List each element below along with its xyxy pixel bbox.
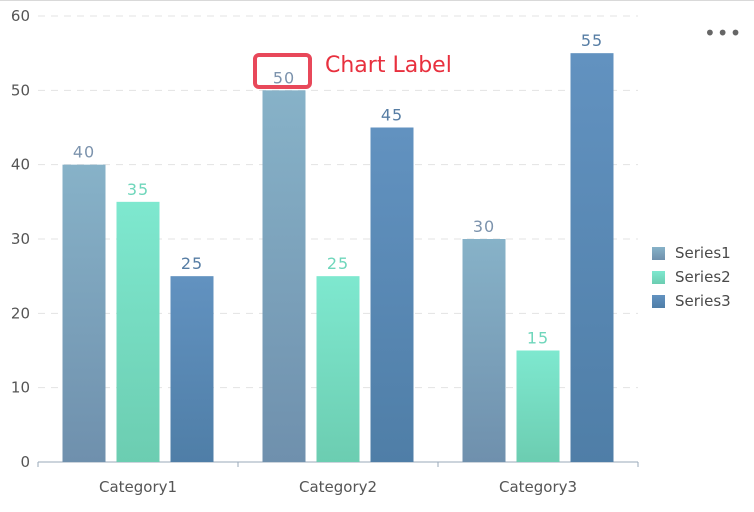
bar-series1-category3 [462, 239, 506, 462]
legend-swatch-series2 [652, 270, 665, 284]
y-tick-label: 60 [11, 7, 30, 25]
label-highlight-box [253, 53, 312, 89]
bar-series2-category1 [116, 201, 160, 463]
legend-item-series3[interactable]: Series3 [652, 289, 752, 313]
bar-series1-category1 [62, 164, 106, 462]
bar-series3-category3 [570, 53, 614, 463]
bar-series2-category3 [516, 350, 560, 462]
data-labels: 40 35 25 50 25 45 30 15 55 [73, 31, 603, 348]
data-label: 15 [527, 329, 549, 348]
data-label: 25 [181, 254, 203, 273]
axes: 0 10 20 30 40 50 60 Category1 Category2 Category3 [11, 7, 639, 496]
bar-series3-category2 [370, 127, 414, 462]
x-tick-label: Category3 [499, 478, 577, 496]
data-label: 45 [381, 106, 403, 125]
legend-item-series2[interactable]: Series2 [652, 265, 752, 289]
data-label: 55 [581, 31, 603, 50]
data-label: 30 [473, 217, 495, 236]
legend-label: Series2 [675, 268, 731, 286]
x-tick-label: Category1 [99, 478, 177, 496]
bar-series3-category1 [170, 276, 214, 462]
legend: Series1 Series2 Series3 [652, 241, 752, 313]
bar-series1-category2 [262, 90, 306, 462]
more-options-icon[interactable]: ••• [704, 21, 743, 45]
data-label: 50 [273, 68, 295, 87]
data-label: 25 [327, 254, 349, 273]
y-tick-label: 10 [11, 379, 30, 397]
y-tick-label: 20 [11, 304, 30, 322]
y-tick-label: 0 [20, 453, 30, 471]
x-tick-label: Category2 [299, 478, 377, 496]
bar-series2-category2 [316, 276, 360, 462]
y-tick-label: 30 [11, 230, 30, 248]
data-label: 40 [73, 143, 95, 162]
chart-label-annotation: Chart Label [325, 53, 452, 78]
y-tick-label: 50 [11, 81, 30, 99]
legend-label: Series1 [675, 244, 731, 262]
legend-swatch-series1 [652, 246, 665, 260]
bars [62, 53, 614, 463]
y-tick-label: 40 [11, 156, 30, 174]
legend-swatch-series3 [652, 294, 665, 308]
legend-label: Series3 [675, 292, 731, 310]
legend-item-series1[interactable]: Series1 [652, 241, 752, 265]
data-label: 35 [127, 180, 149, 199]
